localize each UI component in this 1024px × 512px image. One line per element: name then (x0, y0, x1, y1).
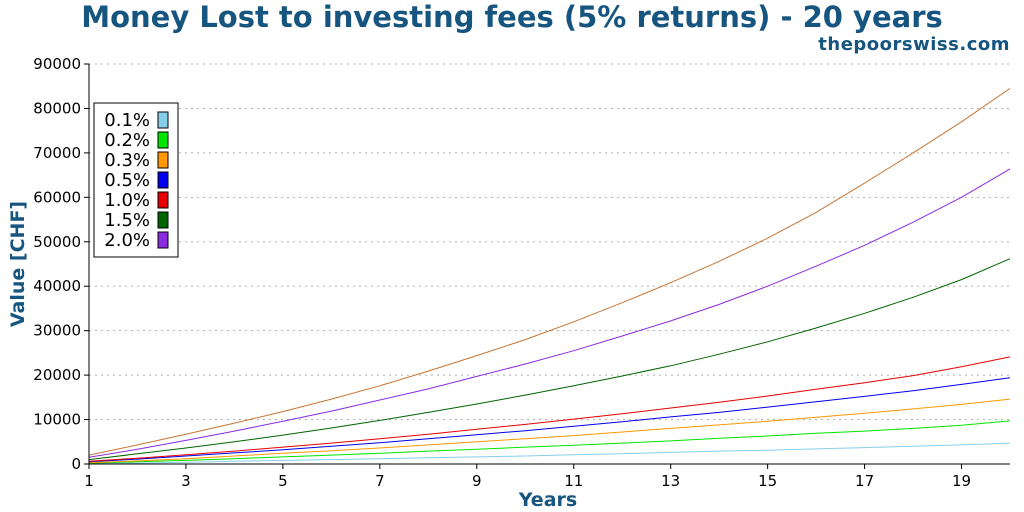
series-line-6 (88, 258, 1011, 461)
x-tick-label: 1 (84, 472, 94, 490)
x-tick-label: 19 (952, 472, 971, 490)
legend-label: 0.1% (104, 110, 150, 131)
legend-label: 0.2% (104, 130, 150, 151)
chart-subtitle: thepoorswiss.com (818, 34, 1010, 55)
x-tick-label: 11 (564, 472, 583, 490)
x-tick-label: 7 (375, 472, 385, 490)
y-tick-label: 30000 (33, 322, 81, 340)
y-tick-label: 10000 (33, 411, 81, 429)
legend-label: 0.5% (104, 170, 150, 191)
series-line-3 (88, 398, 1011, 464)
series-line-1 (88, 442, 1011, 465)
y-axis-title: Value [CHF] (7, 201, 29, 327)
legend-label: 2.0% (104, 230, 150, 251)
legend-swatch (157, 191, 169, 209)
x-axis-title: Years (518, 489, 577, 511)
series-line-2 (88, 420, 1011, 464)
series-line-5 (88, 356, 1011, 462)
legend-swatch (157, 211, 169, 229)
x-tick-label: 13 (661, 472, 680, 490)
x-tick-labels: 1 3 5 7 9 11 13 15 17 19 (84, 472, 971, 490)
x-tick-label: 15 (758, 472, 777, 490)
y-tick-label: 60000 (33, 188, 81, 206)
legend-swatch (157, 131, 169, 149)
y-tick-label: 90000 (33, 55, 81, 73)
y-tick-label: 70000 (33, 144, 81, 162)
legend-label: 1.0% (104, 190, 150, 211)
legend-label: 0.3% (104, 150, 150, 171)
x-tick-label: 5 (278, 472, 288, 490)
legend-label: 1.5% (104, 210, 150, 231)
chart-title: Money Lost to investing fees (5% returns… (81, 0, 943, 34)
x-tick-label: 9 (472, 472, 482, 490)
series-line-4 (88, 377, 1011, 463)
legend-swatch (157, 151, 169, 169)
x-tick-label: 17 (855, 472, 874, 490)
series-line-8 (88, 87, 1011, 456)
y-tick-label: 40000 (33, 277, 81, 295)
legend: 0.1%0.2%0.3%0.5%1.0%1.5%2.0% (93, 102, 179, 258)
y-tick-label: 50000 (33, 233, 81, 251)
legend-swatch (157, 171, 169, 189)
y-tick-label: 80000 (33, 99, 81, 117)
series-lines (88, 87, 1011, 465)
series-line-7 (88, 168, 1011, 458)
x-tick-label: 3 (181, 472, 191, 490)
legend-swatch (157, 231, 169, 249)
y-tick-labels: 0 10000 20000 30000 40000 50000 60000 70000 8000… (33, 55, 81, 473)
axes (84, 63, 1010, 469)
legend-swatch (157, 111, 169, 129)
y-tick-label: 0 (71, 455, 81, 473)
y-tick-label: 20000 (33, 366, 81, 384)
